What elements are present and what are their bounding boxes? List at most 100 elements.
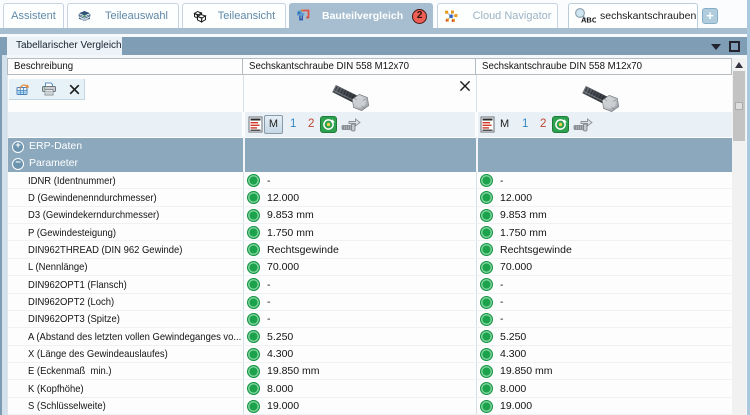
group-row-erp-daten[interactable]: + ERP-Daten bbox=[8, 138, 733, 155]
status-ok-icon bbox=[247, 330, 260, 344]
table-row[interactable]: DIN962OPT1 (Flansch) - - bbox=[8, 276, 733, 294]
vertical-scrollbar[interactable] bbox=[732, 58, 746, 415]
chevron-down-icon[interactable] bbox=[711, 44, 721, 50]
row-value-part2: 5.250 bbox=[500, 330, 527, 343]
close-icon[interactable] bbox=[69, 84, 80, 95]
view-1-button[interactable]: 1 bbox=[290, 118, 297, 130]
svg-text:ABC: ABC bbox=[581, 16, 596, 25]
status-ok-icon bbox=[480, 226, 493, 240]
status-ok-icon bbox=[247, 278, 260, 292]
expand-icon[interactable]: + bbox=[12, 140, 24, 153]
table-row[interactable]: X (Länge des Gewindeauslaufes) 4.300 4.3… bbox=[8, 346, 733, 363]
scrollbar-grip bbox=[735, 102, 743, 110]
table-row[interactable]: E (Eckenmaß min.) 19.850 mm 19.850 mm bbox=[8, 363, 733, 381]
tab-label: Assistent bbox=[11, 10, 56, 22]
transfer-part-icon[interactable] bbox=[573, 118, 593, 132]
table-row[interactable]: P (Gewindesteigung) 1.750 mm 1.750 mm bbox=[8, 224, 733, 242]
view-2-button[interactable]: 2 bbox=[308, 118, 315, 130]
row-value-part1: 4.300 bbox=[267, 348, 294, 361]
metric-toggle-button[interactable]: M bbox=[264, 115, 283, 134]
table-row[interactable]: L (Nennlänge) 70.000 70.000 bbox=[8, 259, 733, 277]
view-tab-strip bbox=[0, 37, 750, 55]
column-separator bbox=[243, 75, 244, 415]
parts-stack-icon bbox=[78, 10, 91, 23]
group-row-parameter[interactable]: − Parameter bbox=[8, 155, 733, 172]
status-ok-icon bbox=[480, 208, 493, 222]
status-ok-icon bbox=[480, 243, 493, 257]
row-value-part2: 8.000 bbox=[500, 382, 527, 395]
status-ok-icon bbox=[480, 364, 493, 378]
table-row[interactable]: A (Abstand des letzten vollen Gewindegan… bbox=[8, 328, 733, 346]
transfer-part-icon[interactable] bbox=[341, 118, 361, 132]
status-ok-icon bbox=[247, 347, 260, 361]
table-row[interactable]: DIN962OPT3 (Spitze) - - bbox=[8, 311, 733, 329]
view-1-button[interactable]: 1 bbox=[522, 118, 529, 130]
datasheet-icon[interactable] bbox=[248, 116, 263, 133]
row-value-part1: 1.750 mm bbox=[267, 226, 314, 239]
collapse-icon[interactable]: − bbox=[12, 157, 24, 170]
new-tab-button[interactable]: + bbox=[702, 8, 718, 24]
status-ok-icon bbox=[247, 364, 260, 378]
table-row[interactable]: DIN962OPT2 (Loch) - - bbox=[8, 294, 733, 311]
metric-toggle-button[interactable]: M bbox=[500, 118, 510, 130]
row-value-part1: - bbox=[267, 296, 271, 309]
row-value-part1: 19.000 bbox=[267, 400, 300, 413]
window-right-border bbox=[747, 0, 750, 415]
remove-part-icon[interactable] bbox=[459, 80, 471, 92]
parameter-rows: IDNR (Identnummer) - - D (Gewindenenndur… bbox=[8, 172, 733, 415]
status-ok-icon bbox=[247, 226, 260, 240]
tab-label: Cloud Navigator bbox=[472, 10, 552, 22]
row-label: P (Gewindesteigung) bbox=[28, 226, 117, 239]
status-ok-icon bbox=[247, 208, 260, 222]
column-header-part2[interactable]: Sechskantschraube DIN 558 M12x70 bbox=[476, 59, 732, 74]
print-icon[interactable] bbox=[41, 82, 57, 96]
subtab-tabellarischer-vergleich[interactable]: Tabellarischer Vergleich bbox=[7, 37, 122, 55]
tab-cloud-navigator[interactable]: Cloud Navigator bbox=[437, 3, 558, 28]
export-table-icon[interactable] bbox=[16, 83, 30, 96]
status-ok-icon bbox=[247, 312, 260, 326]
tab-teileauswahl[interactable]: Teileauswahl bbox=[67, 3, 179, 28]
row-value-part1: - bbox=[267, 313, 271, 326]
row-value-part1: Rechtsgewinde bbox=[267, 243, 339, 256]
table-row[interactable]: D3 (Gewindekerndurchmesser) 9.853 mm 9.8… bbox=[8, 207, 733, 225]
datasheet-icon[interactable] bbox=[480, 116, 495, 133]
status-ok-icon bbox=[247, 295, 260, 309]
scroll-up-icon[interactable] bbox=[734, 62, 743, 68]
tab-strip-gap bbox=[0, 34, 750, 37]
row-value-part1: 9.853 mm bbox=[267, 209, 314, 222]
table-row[interactable]: D (Gewindenenndurchmesser) 12.000 12.000 bbox=[8, 189, 733, 207]
row-value-part2: 1.750 mm bbox=[500, 226, 547, 239]
view-2-button[interactable]: 2 bbox=[540, 118, 547, 130]
update-3d-icon[interactable] bbox=[552, 116, 569, 133]
table-row[interactable]: IDNR (Identnummer) - - bbox=[8, 172, 733, 190]
column-header-beschreibung[interactable]: Beschreibung bbox=[7, 59, 243, 74]
update-3d-icon[interactable] bbox=[320, 116, 337, 133]
table-row[interactable]: DIN962THREAD (DIN 962 Gewinde) Rechtsgew… bbox=[8, 241, 733, 259]
tab-label: Teileansicht bbox=[217, 10, 276, 22]
panel-left-border bbox=[0, 55, 2, 415]
column-header-part1[interactable]: Sechskantschraube DIN 558 M12x70 bbox=[243, 59, 476, 74]
column-gap bbox=[242, 138, 245, 155]
row-value-part2: 12.000 bbox=[500, 191, 533, 204]
tab-assistent[interactable]: Assistent bbox=[3, 3, 64, 28]
row-label: DIN962OPT2 (Loch) bbox=[28, 296, 115, 309]
tab-label: Teileauswahl bbox=[105, 10, 168, 22]
table-row[interactable]: K (Kopfhöhe) 8.000 8.000 bbox=[8, 380, 733, 398]
table-row[interactable]: S (Schlüsselweite) 19.000 19.000 bbox=[8, 398, 733, 415]
tab-sechskantschrauben[interactable]: ABC sechskantschrauben bbox=[568, 3, 698, 28]
column-separator bbox=[476, 75, 477, 415]
row-label: A (Abstand des letzten vollen Gewindegan… bbox=[28, 330, 242, 343]
row-value-part2: 19.850 mm bbox=[500, 365, 553, 378]
maximize-icon[interactable] bbox=[729, 41, 740, 52]
tab-teileansicht[interactable]: Teileansicht bbox=[182, 3, 286, 28]
scrollbar-thumb[interactable] bbox=[733, 71, 745, 141]
group-label: Parameter bbox=[29, 157, 79, 169]
status-ok-icon bbox=[480, 260, 493, 274]
row-value-part1: 70.000 bbox=[267, 261, 300, 274]
tab-bauteilvergleich[interactable]: Bauteilvergleich 2 bbox=[289, 3, 433, 28]
status-ok-icon bbox=[480, 295, 493, 309]
description-toolbar bbox=[9, 79, 85, 100]
column-gap bbox=[242, 112, 245, 137]
search-abc-icon: ABC bbox=[574, 7, 598, 25]
row-value-part2: - bbox=[500, 313, 504, 326]
